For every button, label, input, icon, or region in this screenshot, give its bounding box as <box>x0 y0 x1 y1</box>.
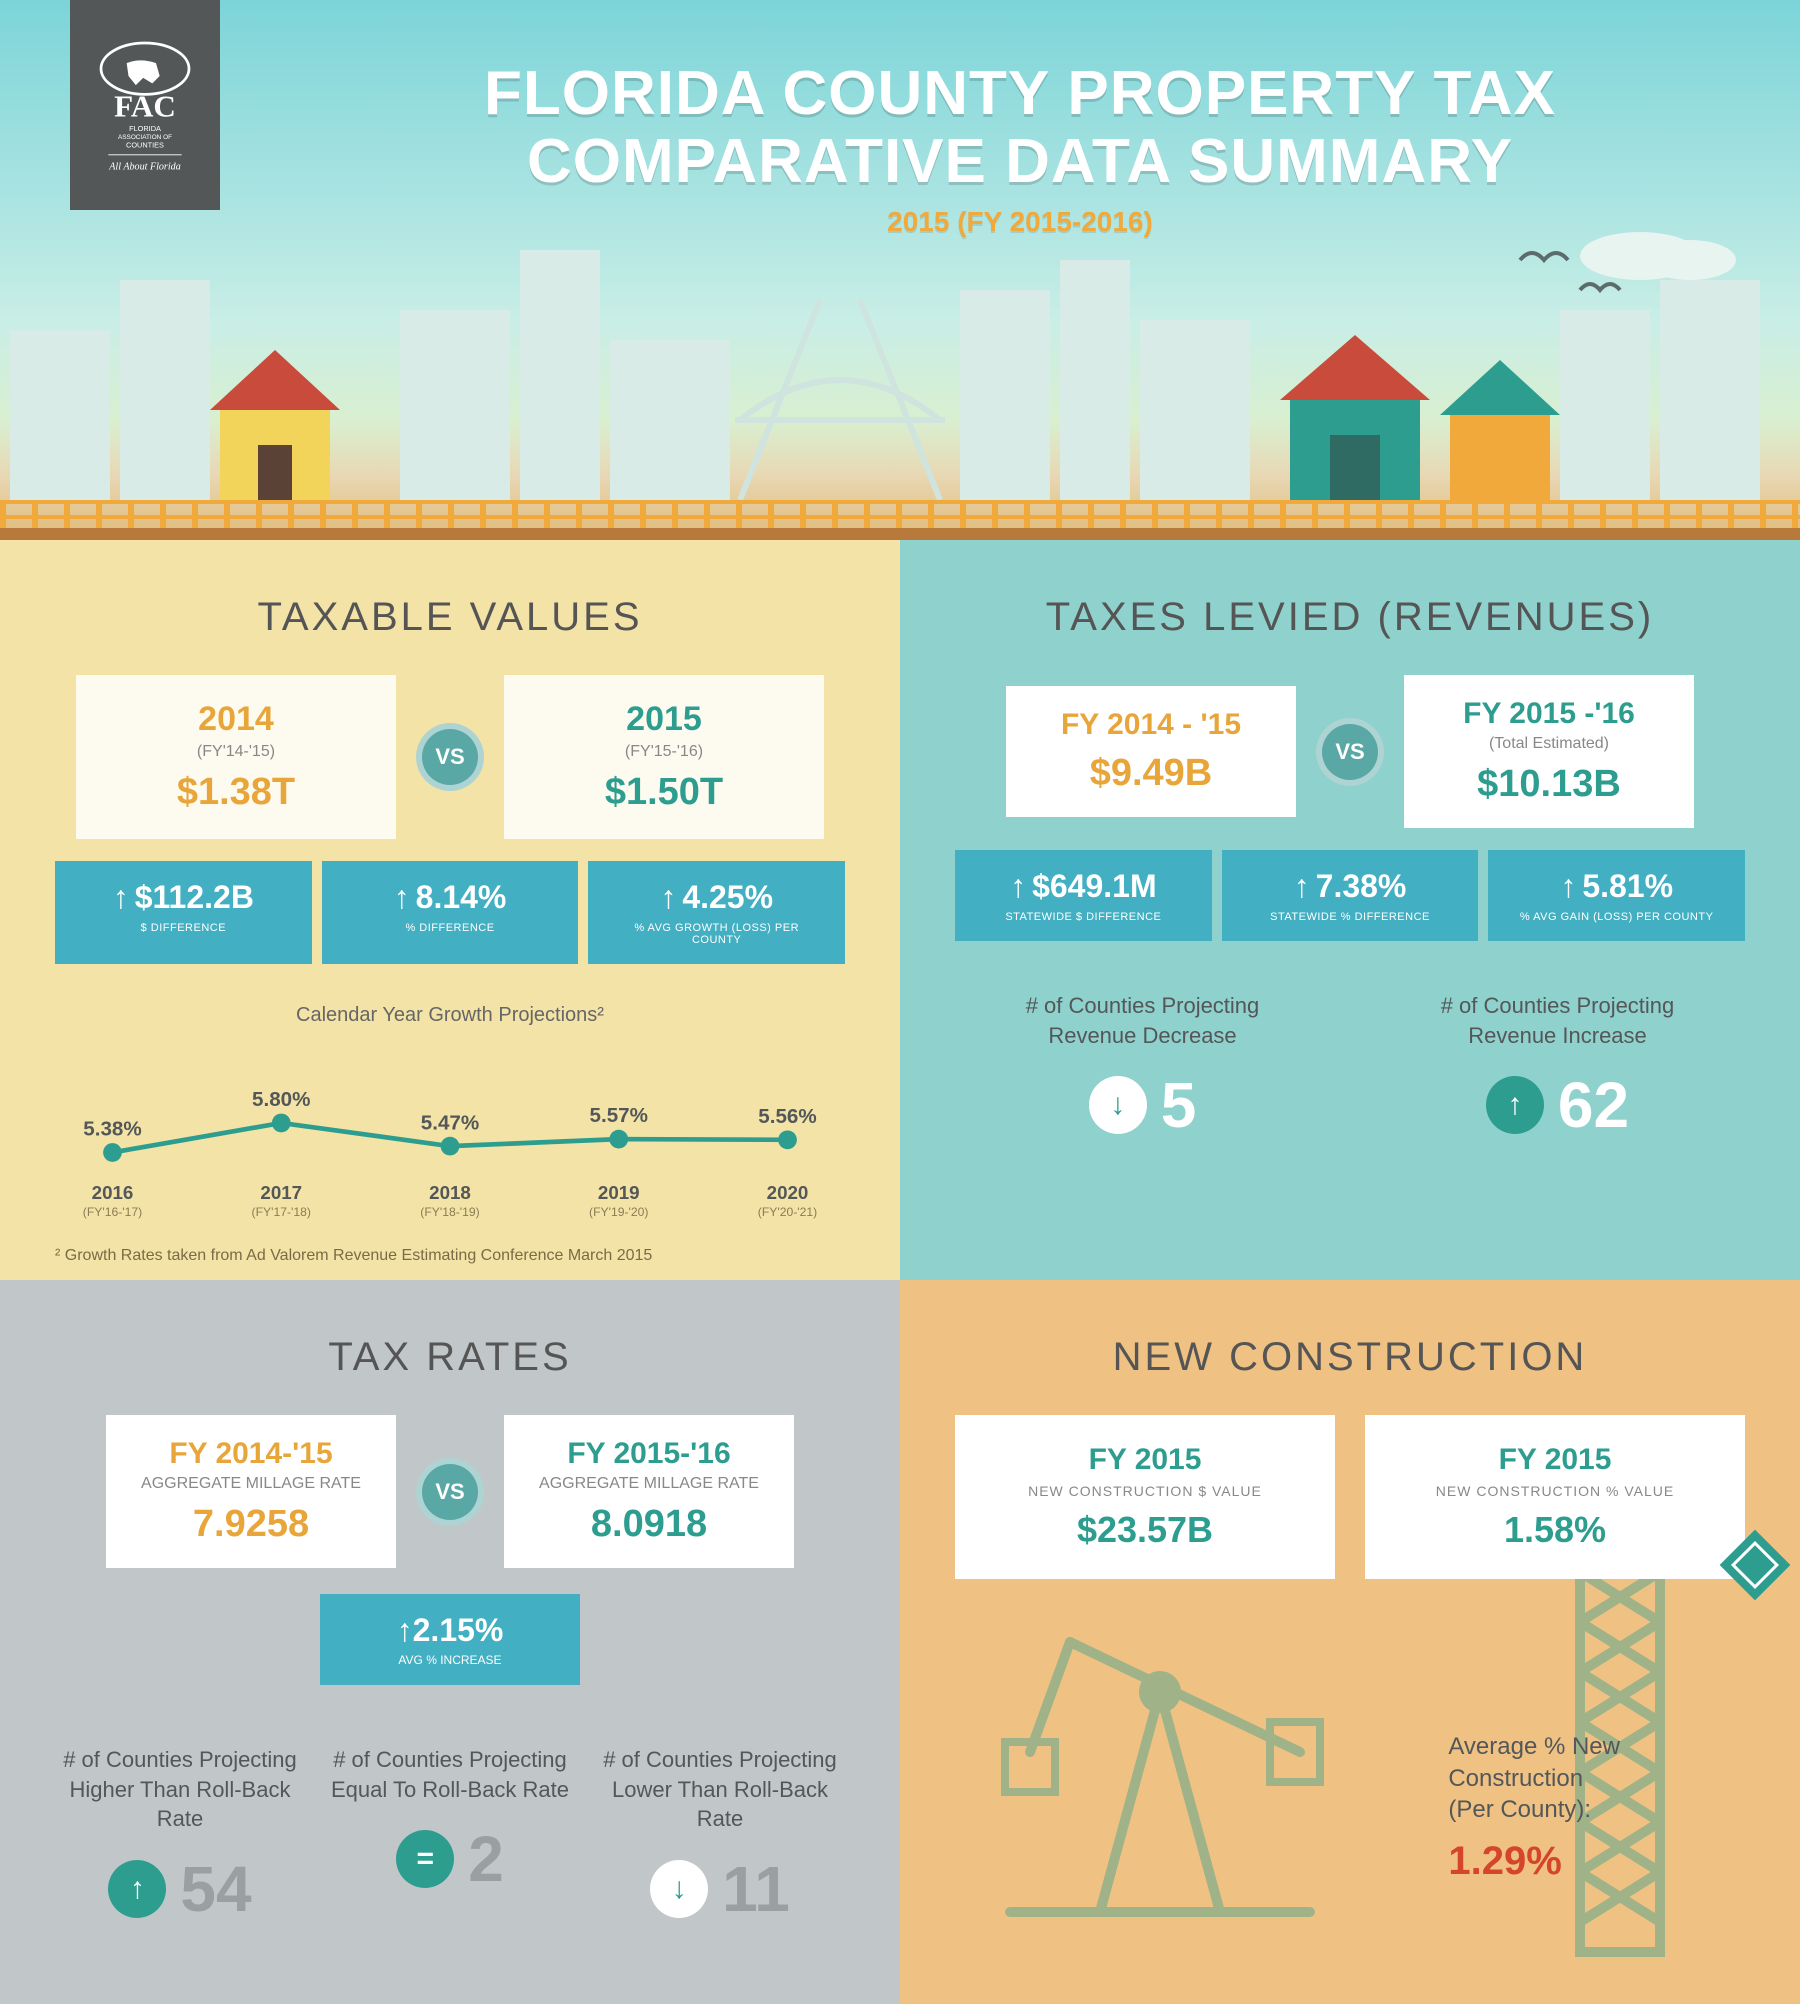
svg-text:2019: 2019 <box>598 1182 640 1203</box>
avg-increase-stat: ↑2.15% AVG % INCREASE <box>320 1594 580 1685</box>
stat-block: ↑$112.2B $ DIFFERENCE <box>55 861 312 964</box>
count-block: # of Counties ProjectingRevenue Increase… <box>1370 991 1745 1142</box>
svg-text:FLORIDA: FLORIDA <box>129 124 161 133</box>
stat-block: ↑7.38% STATEWIDE % DIFFERENCE <box>1222 850 1479 941</box>
svg-text:2017: 2017 <box>260 1182 302 1203</box>
chart-title: Calendar Year Growth Projections² <box>55 1004 845 1027</box>
svg-text:COUNTIES: COUNTIES <box>126 140 164 149</box>
stat-block: ↑4.25% % AVG GROWTH (LOSS) PER COUNTY <box>588 861 845 964</box>
svg-text:5.80%: 5.80% <box>252 1088 310 1111</box>
panel-taxes-levied: TAXES LEVIED (REVENUES) FY 2014 - '15 $9… <box>900 540 1800 1280</box>
panel-taxable-values: TAXABLE VALUES 2014 (FY'14-'15) $1.38T V… <box>0 540 900 1280</box>
section-title: TAXABLE VALUES <box>55 595 845 640</box>
page-title: FLORIDA COUNTY PROPERTY TAXCOMPARATIVE D… <box>300 60 1740 238</box>
arrow-down-icon: ↓ <box>650 1860 708 1918</box>
taxable-card-2015: 2015 (FY'15-'16) $1.50T <box>504 675 824 839</box>
svg-text:FAC: FAC <box>114 88 176 123</box>
section-title: NEW CONSTRUCTION <box>955 1335 1745 1380</box>
svg-text:5.47%: 5.47% <box>421 1111 479 1134</box>
avg-new-construction: Average % NewConstruction(Per County): 1… <box>1448 1731 1620 1884</box>
footnote: ² Growth Rates taken from Ad Valorem Rev… <box>55 1247 845 1265</box>
svg-text:5.57%: 5.57% <box>590 1104 648 1127</box>
svg-text:2018: 2018 <box>429 1182 471 1203</box>
stat-block: ↑8.14% % DIFFERENCE <box>322 861 579 964</box>
svg-text:2020: 2020 <box>767 1182 809 1203</box>
svg-text:(FY'16-'17): (FY'16-'17) <box>83 1205 142 1219</box>
svg-text:(FY'18-'19): (FY'18-'19) <box>420 1205 479 1219</box>
svg-text:5.38%: 5.38% <box>83 1118 141 1141</box>
stat-block: ↑$649.1M STATEWIDE $ DIFFERENCE <box>955 850 1212 941</box>
svg-text:(FY'20-'21): (FY'20-'21) <box>758 1205 817 1219</box>
nc-card: FY 2015NEW CONSTRUCTION $ VALUE$23.57B <box>955 1415 1335 1579</box>
section-title: TAX RATES <box>55 1335 845 1380</box>
levied-card-left: FY 2014 - '15 $9.49B <box>1006 686 1296 817</box>
svg-text:(FY'17-'18): (FY'17-'18) <box>252 1205 311 1219</box>
panel-new-construction: NEW CONSTRUCTION FY 2015NEW CONSTRUCTION… <box>900 1280 1800 2004</box>
fac-logo: FAC FLORIDA ASSOCIATION OF COUNTIES All … <box>70 0 220 210</box>
cityscape-decoration <box>0 220 1800 500</box>
panel-tax-rates: TAX RATES FY 2014-'15 AGGREGATE MILLAGE … <box>0 1280 900 2004</box>
svg-text:5.56%: 5.56% <box>758 1105 816 1128</box>
header-banner: FAC FLORIDA ASSOCIATION OF COUNTIES All … <box>0 0 1800 540</box>
vs-chip: VS <box>1316 718 1384 786</box>
growth-line-chart: 5.38% 2016 (FY'16-'17) 5.80% 2017 (FY'17-'18)… <box>75 1047 825 1227</box>
taxable-card-2014: 2014 (FY'14-'15) $1.38T <box>76 675 396 839</box>
vs-chip: VS <box>416 1458 484 1526</box>
svg-text:2016: 2016 <box>92 1182 134 1203</box>
count-block: # of Counties ProjectingLower Than Roll-… <box>595 1745 845 1926</box>
section-title: TAXES LEVIED (REVENUES) <box>955 595 1745 640</box>
vs-chip: VS <box>416 723 484 791</box>
arrow-up-icon: ↑ <box>108 1860 166 1918</box>
count-block: # of Counties ProjectingEqual To Roll-Ba… <box>325 1745 575 1926</box>
arrow-up-icon: ↑ <box>1486 1076 1544 1134</box>
fence-decoration <box>0 500 1800 540</box>
equals-icon: = <box>396 1830 454 1888</box>
svg-text:(FY'19-'20): (FY'19-'20) <box>589 1205 648 1219</box>
stat-block: ↑5.81% % AVG GAIN (LOSS) PER COUNTY <box>1488 850 1745 941</box>
nc-card: FY 2015NEW CONSTRUCTION % VALUE1.58% <box>1365 1415 1745 1579</box>
count-block: # of Counties ProjectingHigher Than Roll… <box>55 1745 305 1926</box>
rate-card-left: FY 2014-'15 AGGREGATE MILLAGE RATE 7.925… <box>106 1415 396 1568</box>
svg-text:All About Florida: All About Florida <box>108 161 180 172</box>
rate-card-right: FY 2015-'16 AGGREGATE MILLAGE RATE 8.091… <box>504 1415 794 1568</box>
levied-card-right: FY 2015 -'16 (Total Estimated) $10.13B <box>1404 675 1694 828</box>
count-block: # of Counties ProjectingRevenue Decrease… <box>955 991 1330 1142</box>
arrow-down-icon: ↓ <box>1089 1076 1147 1134</box>
